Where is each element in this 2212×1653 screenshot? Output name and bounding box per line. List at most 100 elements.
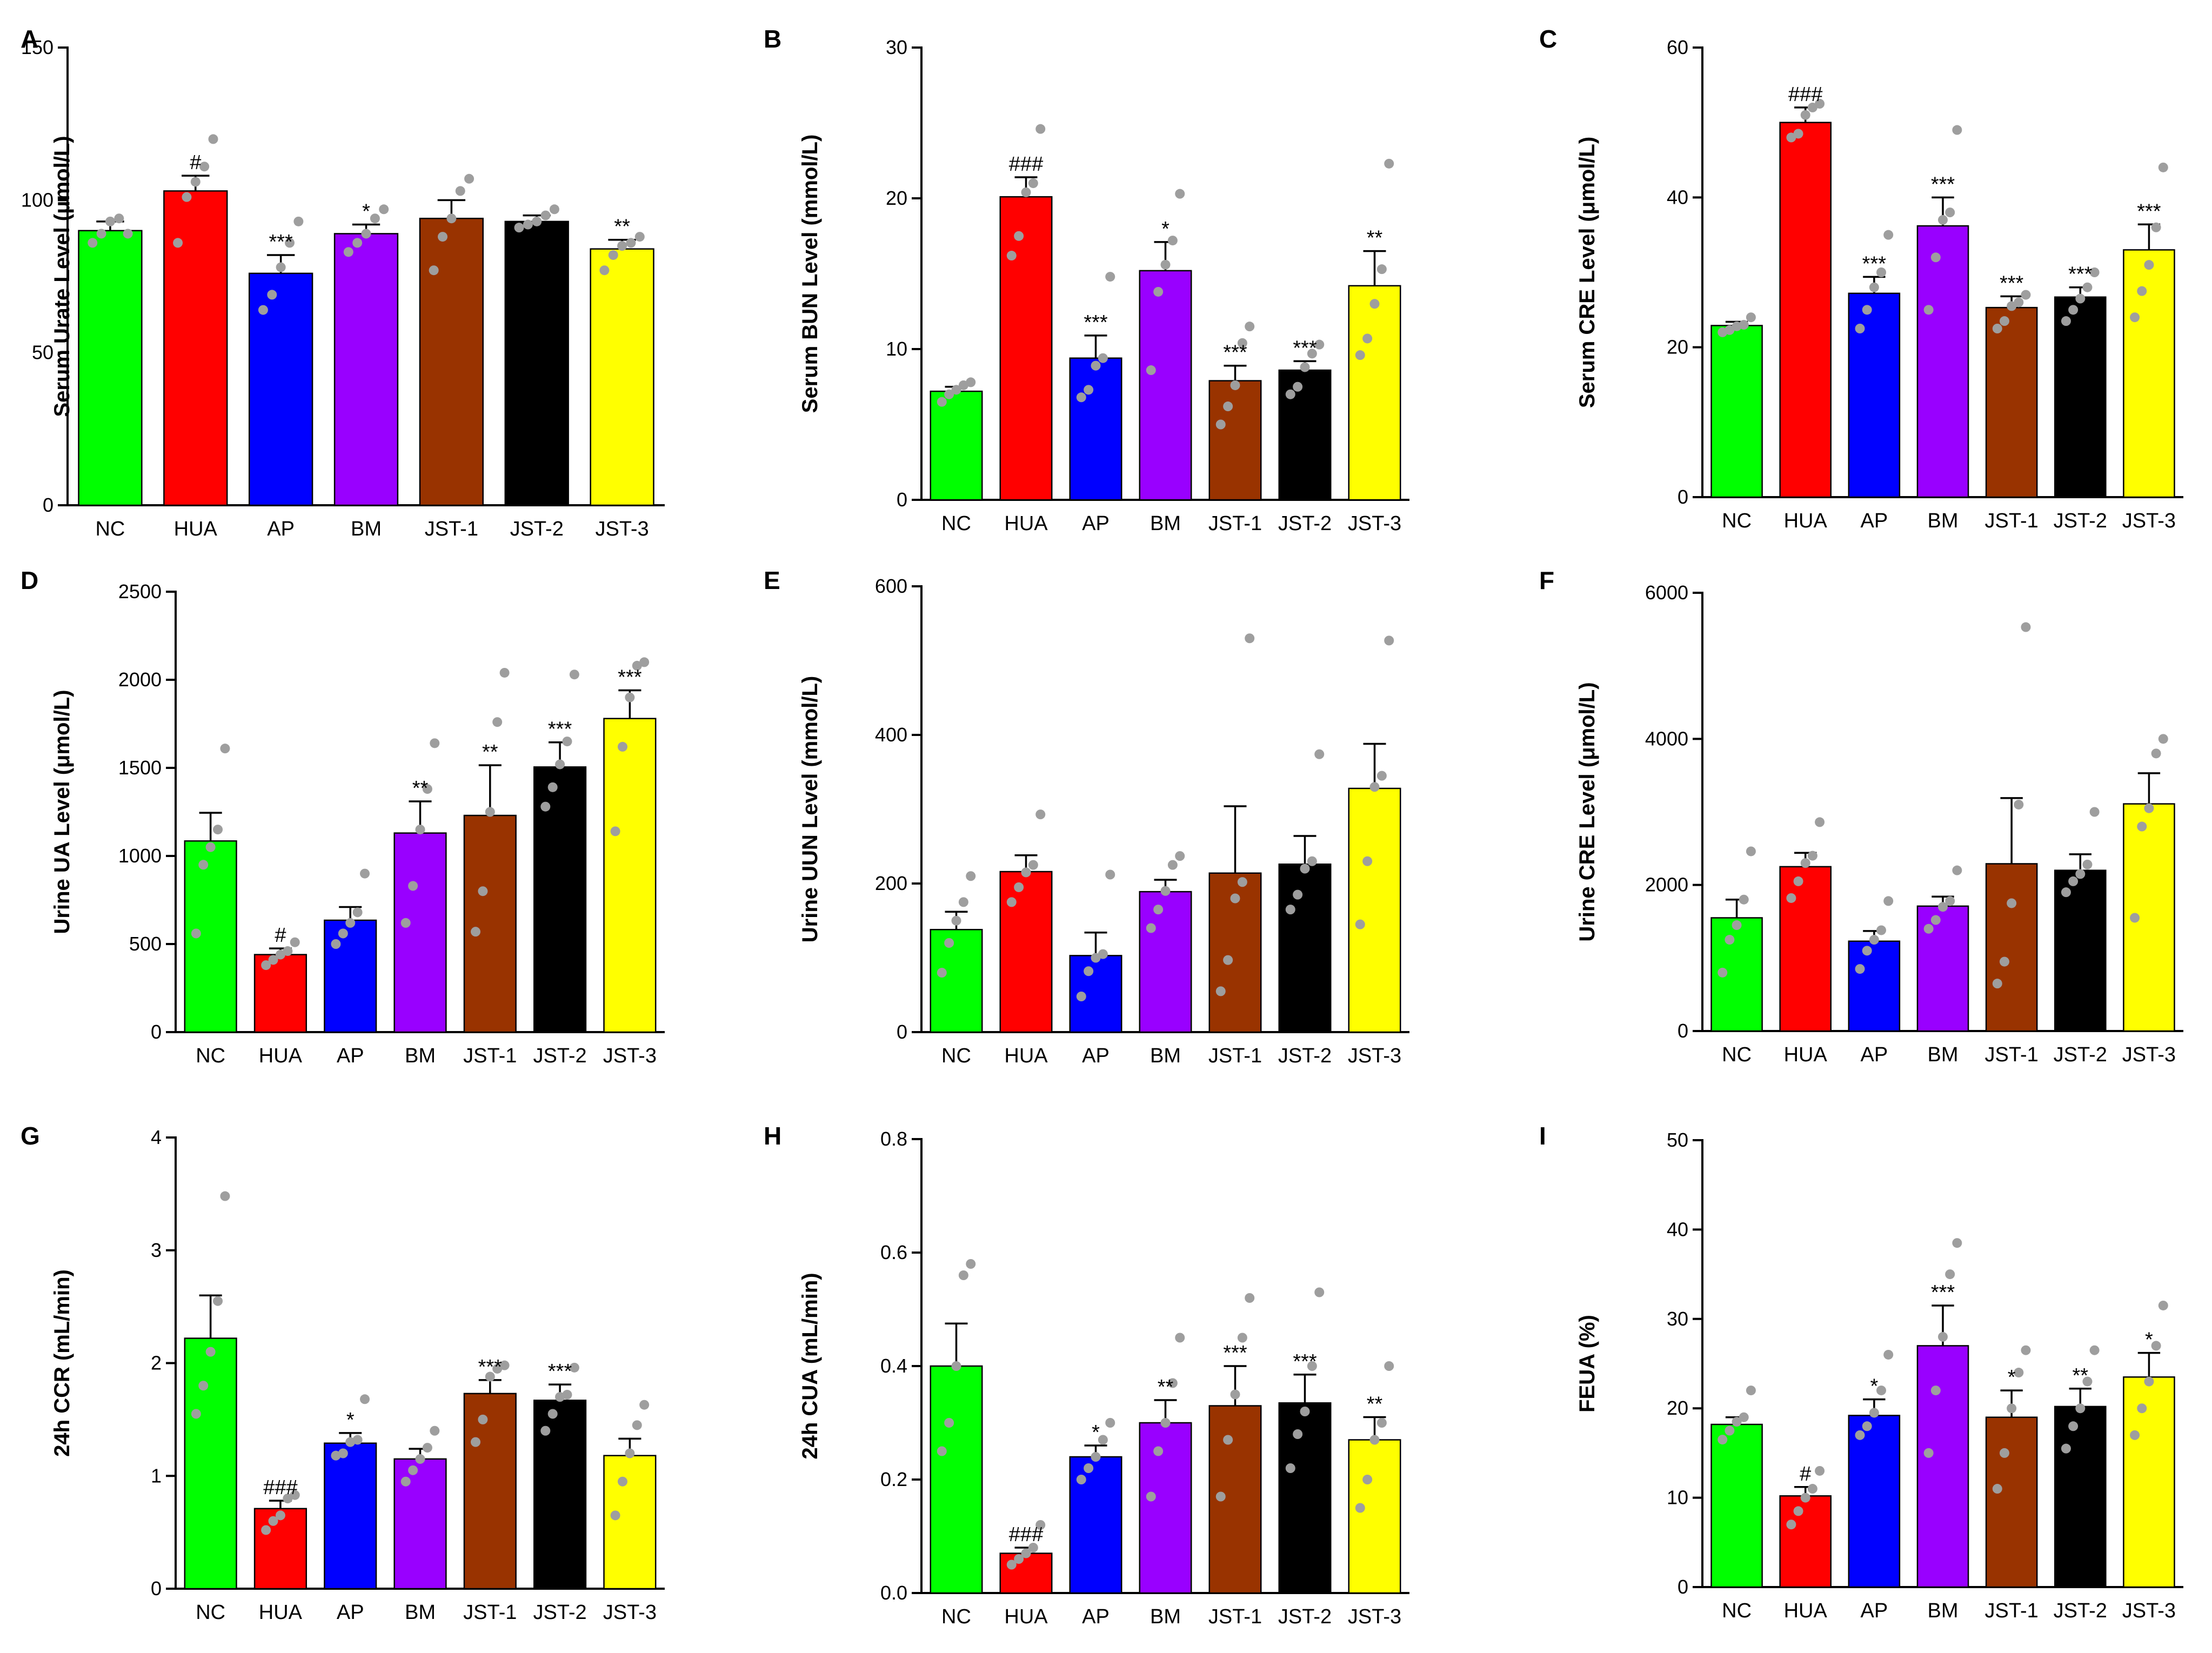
data-point	[360, 868, 370, 879]
data-point	[2021, 1345, 2031, 1355]
bar-bm	[1916, 225, 1969, 498]
x-tick-label: HUA	[259, 1045, 303, 1067]
data-point	[639, 657, 650, 667]
x-tick-label: BM	[1150, 1045, 1181, 1067]
significance-label: ***	[2000, 272, 2024, 295]
x-tick-label: HUA	[259, 1601, 303, 1624]
bar-hua	[1779, 866, 1832, 1032]
x-tick-label: NC	[95, 518, 125, 540]
data-point	[352, 907, 363, 918]
data-point	[2021, 290, 2031, 300]
data-point	[1021, 187, 1031, 197]
significance-label: ###	[263, 1476, 297, 1499]
data-point	[1355, 1503, 1365, 1513]
y-tick-label: 500	[129, 933, 162, 955]
data-point	[944, 389, 954, 399]
data-point	[1807, 102, 1817, 112]
data-point	[182, 192, 192, 202]
y-tick-label: 3	[151, 1239, 162, 1261]
significance-label: ***	[548, 718, 572, 741]
data-point	[1153, 286, 1164, 297]
data-point	[1992, 1484, 2002, 1494]
x-tick-label: HUA	[1784, 1043, 1828, 1066]
data-point	[1952, 125, 1962, 135]
data-point	[2082, 282, 2093, 292]
y-tick-label: 20	[1667, 336, 1688, 358]
x-tick-label: NC	[1722, 1600, 1752, 1622]
x-tick-label: BM	[1928, 510, 1959, 532]
data-point	[430, 738, 440, 748]
significance-label: ***	[1084, 311, 1108, 334]
significance-label: **	[1367, 227, 1383, 250]
y-tick-label: 150	[21, 36, 54, 58]
data-point	[190, 177, 201, 187]
x-tick-label: NC	[196, 1601, 225, 1624]
significance-label: ###	[1009, 153, 1043, 176]
data-point	[1091, 360, 1101, 371]
data-point	[1786, 132, 1796, 143]
data-point	[1215, 986, 1226, 996]
bar-ap	[1848, 940, 1901, 1032]
data-point	[1384, 635, 1394, 646]
bar-nc	[930, 390, 983, 501]
x-tick-label: HUA	[174, 518, 218, 540]
panel-letter: A	[21, 25, 38, 53]
bar-bm	[1139, 891, 1192, 1033]
x-tick-label: AP	[267, 518, 295, 540]
data-point	[617, 1476, 627, 1487]
x-tick-label: BM	[1150, 1605, 1181, 1628]
x-tick-label: HUA	[1784, 510, 1828, 532]
bar-jst-1	[419, 217, 484, 506]
data-point	[1084, 1463, 1094, 1473]
y-tick-label: 0	[1678, 1020, 1688, 1042]
data-point	[415, 825, 425, 835]
x-tick-label: JST-3	[595, 518, 649, 540]
data-point	[1146, 365, 1156, 376]
x-tick-label: JST-3	[2122, 510, 2176, 532]
x-tick-label: JST-2	[2054, 1043, 2107, 1066]
data-point	[1945, 1269, 1955, 1280]
data-point	[2144, 1376, 2154, 1387]
data-point	[634, 232, 645, 242]
data-point	[1938, 902, 1948, 912]
data-point	[1076, 992, 1086, 1001]
bar-nc	[930, 929, 983, 1033]
data-point	[2137, 1403, 2147, 1414]
data-point	[1862, 1421, 1872, 1431]
y-tick-label: 2	[151, 1352, 162, 1374]
data-point	[2061, 316, 2071, 326]
bar-ap	[324, 919, 377, 1033]
data-point	[1230, 380, 1240, 390]
x-tick-label: AP	[1082, 512, 1110, 535]
data-point	[1293, 889, 1303, 900]
bar-jst-1	[1985, 863, 2038, 1032]
data-point	[258, 305, 268, 315]
panel-letter: E	[764, 566, 780, 594]
bar-jst-3	[603, 718, 657, 1033]
significance-label: *	[346, 1409, 355, 1431]
x-tick-label: BM	[1150, 512, 1181, 535]
data-point	[470, 1437, 480, 1447]
data-point	[2151, 748, 2161, 759]
data-point	[114, 213, 124, 224]
significance-label: ###	[1788, 83, 1822, 106]
data-point	[1098, 1435, 1108, 1445]
x-tick-label: NC	[941, 1045, 971, 1067]
y-tick-label: 4	[151, 1126, 162, 1148]
data-point	[1800, 1493, 1810, 1503]
significance-label: **	[1367, 1393, 1383, 1416]
x-tick-label: JST-2	[533, 1601, 586, 1624]
y-tick-label: 4000	[1645, 727, 1688, 749]
data-point	[1800, 110, 1810, 120]
x-tick-label: BM	[1928, 1043, 1959, 1066]
data-point	[540, 210, 551, 220]
data-point	[1021, 867, 1031, 878]
data-point	[1883, 896, 1894, 906]
data-point	[1105, 869, 1115, 880]
data-point	[352, 1435, 363, 1445]
x-tick-label: JST-2	[2054, 1600, 2107, 1622]
data-point	[422, 1443, 432, 1453]
data-point	[2144, 260, 2154, 270]
data-point	[1307, 856, 1317, 866]
y-tick-label: 0.8	[880, 1128, 907, 1150]
